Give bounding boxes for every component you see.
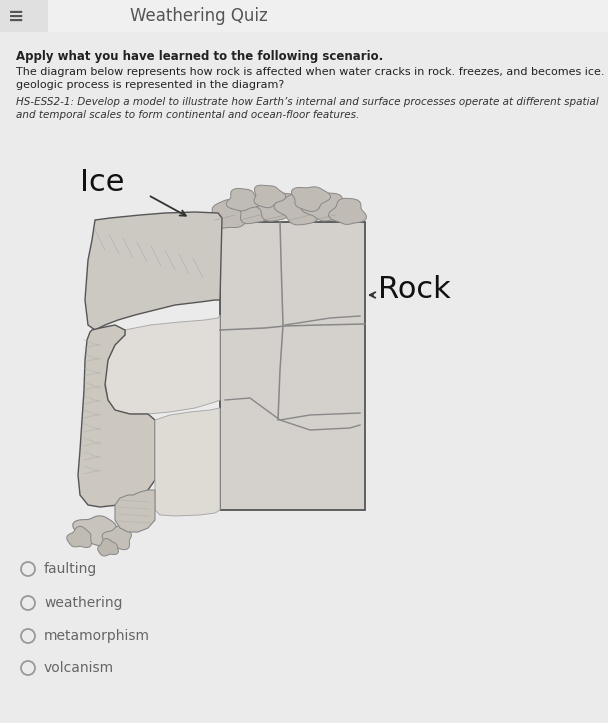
Polygon shape bbox=[78, 325, 155, 507]
Polygon shape bbox=[73, 515, 116, 546]
Polygon shape bbox=[67, 526, 91, 547]
Text: Weathering Quiz: Weathering Quiz bbox=[130, 7, 268, 25]
Polygon shape bbox=[105, 315, 220, 414]
Text: and temporal scales to form continental and ocean-floor features.: and temporal scales to form continental … bbox=[16, 110, 359, 120]
Text: volcanism: volcanism bbox=[44, 661, 114, 675]
Polygon shape bbox=[211, 200, 254, 228]
Text: HS-ESS2-1: Develop a model to illustrate how Earth’s internal and surface proces: HS-ESS2-1: Develop a model to illustrate… bbox=[16, 97, 599, 107]
Polygon shape bbox=[253, 191, 297, 221]
Polygon shape bbox=[237, 197, 276, 223]
Polygon shape bbox=[328, 198, 367, 224]
Polygon shape bbox=[115, 490, 155, 532]
Text: Rock: Rock bbox=[378, 275, 451, 304]
Polygon shape bbox=[155, 408, 220, 516]
Polygon shape bbox=[226, 189, 261, 211]
Polygon shape bbox=[291, 187, 331, 211]
Polygon shape bbox=[301, 193, 344, 221]
Bar bbox=[220, 222, 365, 510]
Polygon shape bbox=[274, 193, 322, 225]
Text: ≡: ≡ bbox=[8, 7, 24, 25]
Polygon shape bbox=[254, 185, 286, 208]
Text: weathering: weathering bbox=[44, 596, 122, 610]
Bar bbox=[0, 0, 48, 32]
Bar bbox=[0, 0, 608, 32]
Text: The diagram below represents how rock is affected when water cracks in rock. fre: The diagram below represents how rock is… bbox=[16, 67, 608, 77]
Text: Apply what you have learned to the following scenario.: Apply what you have learned to the follo… bbox=[16, 50, 383, 63]
Text: metamorphism: metamorphism bbox=[44, 629, 150, 643]
Text: geologic process is represented in the diagram?: geologic process is represented in the d… bbox=[16, 80, 285, 90]
Polygon shape bbox=[102, 526, 131, 549]
Polygon shape bbox=[85, 212, 222, 330]
Text: faulting: faulting bbox=[44, 562, 97, 576]
Text: Ice: Ice bbox=[80, 168, 125, 197]
Polygon shape bbox=[98, 539, 119, 556]
